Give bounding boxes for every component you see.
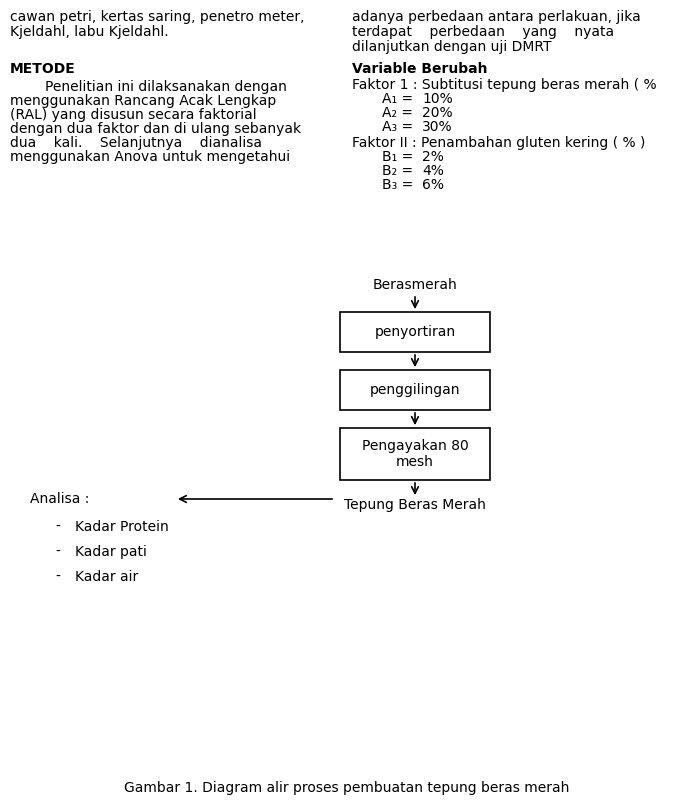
- Text: B₃ =: B₃ =: [382, 178, 413, 192]
- Text: cawan petri, kertas saring, penetro meter,: cawan petri, kertas saring, penetro mete…: [10, 10, 305, 24]
- Text: dilanjutkan dengan uji DMRT: dilanjutkan dengan uji DMRT: [352, 40, 552, 54]
- Text: Kadar pati: Kadar pati: [75, 545, 147, 559]
- Text: A₁ =: A₁ =: [382, 92, 413, 106]
- Text: Pengayakan 80
mesh: Pengayakan 80 mesh: [362, 439, 468, 469]
- Text: dengan dua faktor dan di ulang sebanyak: dengan dua faktor dan di ulang sebanyak: [10, 122, 301, 136]
- Text: Tepung Beras Merah: Tepung Beras Merah: [344, 498, 486, 512]
- Text: B₂ =: B₂ =: [382, 164, 413, 178]
- Text: menggunakan Rancang Acak Lengkap: menggunakan Rancang Acak Lengkap: [10, 94, 276, 108]
- Text: Variable Berubah: Variable Berubah: [352, 62, 487, 76]
- Text: 4%: 4%: [422, 164, 444, 178]
- Text: -: -: [55, 570, 60, 584]
- Text: 30%: 30%: [422, 120, 452, 134]
- Text: 20%: 20%: [422, 106, 452, 120]
- Text: B₁ =: B₁ =: [382, 150, 413, 164]
- Text: Kadar Protein: Kadar Protein: [75, 520, 169, 534]
- Text: A₂ =: A₂ =: [382, 106, 413, 120]
- Text: Faktor 1 : Subtitusi tepung beras merah ( %: Faktor 1 : Subtitusi tepung beras merah …: [352, 78, 657, 92]
- Text: Gambar 1. Diagram alir proses pembuatan tepung beras merah: Gambar 1. Diagram alir proses pembuatan …: [124, 781, 570, 795]
- Text: -: -: [55, 520, 60, 534]
- Text: (RAL) yang disusun secara faktorial: (RAL) yang disusun secara faktorial: [10, 108, 257, 122]
- Text: penyortiran: penyortiran: [375, 325, 455, 339]
- Text: 10%: 10%: [422, 92, 452, 106]
- Bar: [340, 312, 490, 352]
- Text: menggunakan Anova untuk mengetahui: menggunakan Anova untuk mengetahui: [10, 150, 290, 164]
- Bar: [340, 370, 490, 410]
- Text: 2%: 2%: [422, 150, 444, 164]
- Text: dua    kali.    Selanjutnya    dianalisa: dua kali. Selanjutnya dianalisa: [10, 136, 262, 150]
- Text: METODE: METODE: [10, 62, 76, 76]
- Text: -: -: [55, 545, 60, 559]
- Text: Kjeldahl, labu Kjeldahl.: Kjeldahl, labu Kjeldahl.: [10, 25, 169, 39]
- Text: Berasmerah: Berasmerah: [373, 278, 457, 292]
- Text: Faktor II : Penambahan gluten kering ( % ): Faktor II : Penambahan gluten kering ( %…: [352, 136, 645, 150]
- Text: adanya perbedaan antara perlakuan, jika: adanya perbedaan antara perlakuan, jika: [352, 10, 641, 24]
- Text: Penelitian ini dilaksanakan dengan: Penelitian ini dilaksanakan dengan: [10, 80, 287, 94]
- Text: 6%: 6%: [422, 178, 444, 192]
- Text: Kadar air: Kadar air: [75, 570, 138, 584]
- Text: terdapat    perbedaan    yang    nyata: terdapat perbedaan yang nyata: [352, 25, 614, 39]
- Text: A₃ =: A₃ =: [382, 120, 413, 134]
- Bar: [340, 428, 490, 480]
- Text: Analisa :: Analisa :: [30, 492, 90, 506]
- Text: penggilingan: penggilingan: [370, 383, 460, 397]
